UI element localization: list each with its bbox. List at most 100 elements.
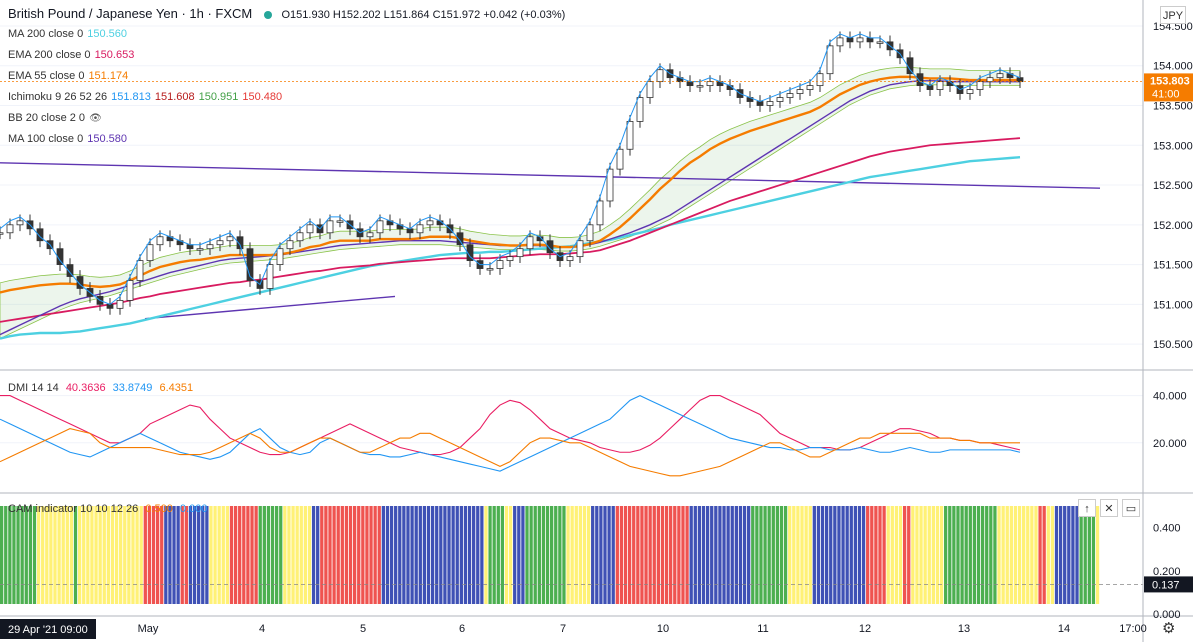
cam-bar — [1095, 506, 1100, 604]
legend-label: BB 20 close 2 0 — [8, 112, 86, 124]
cam-bar — [779, 506, 784, 604]
cam-bar — [718, 506, 722, 604]
settings-gear-icon[interactable]: ⚙ — [1162, 620, 1176, 637]
market-status-dot — [263, 10, 272, 19]
cam-bar — [250, 506, 254, 604]
legend-row-4[interactable]: BB 20 close 2 0 👁 — [8, 111, 106, 126]
legend-row-1[interactable]: EMA 200 close 0 150.653 — [8, 48, 138, 62]
move-pane-up-button[interactable]: ↑ — [1078, 499, 1096, 517]
cam-bar — [435, 506, 439, 604]
legend-value: 150.480 — [242, 91, 283, 103]
candle-body — [496, 260, 504, 269]
cam-bar — [57, 506, 61, 604]
cam-value-1: 0.000 — [179, 503, 208, 515]
cam-bar — [586, 506, 591, 604]
candle-body — [246, 248, 254, 281]
hidden-eye-icon[interactable]: 👁 — [89, 113, 102, 124]
cam-pane-bars: 0.137 — [0, 506, 1193, 604]
cam-bar — [439, 506, 443, 604]
cam-bar — [1017, 506, 1022, 604]
candle-body — [776, 97, 784, 102]
cam-bar — [566, 506, 570, 604]
legend-row-2[interactable]: EMA 55 close 0 151.174 — [8, 69, 132, 83]
cam-bar — [65, 506, 69, 604]
cam-bar — [1005, 506, 1009, 604]
cam-bar — [816, 506, 821, 604]
cam-bar — [184, 506, 188, 604]
legend-row-5[interactable]: MA 100 close 0 150.580 — [8, 132, 131, 146]
ohlc-values: O151.930 H152.202 L151.864 C151.972 +0.0… — [281, 9, 566, 21]
cam-bar — [915, 506, 919, 604]
cam-bar — [361, 506, 365, 604]
cam-bar — [283, 506, 287, 604]
price-tick-label: 152.000 — [1153, 220, 1193, 232]
cam-bar — [726, 506, 730, 604]
candle-body — [566, 256, 574, 262]
cam-bar — [275, 506, 279, 604]
cam-bar — [521, 506, 525, 604]
cam-bar — [775, 506, 780, 604]
cam-bar — [213, 506, 217, 604]
cam-bar — [767, 506, 771, 604]
cam-bar — [960, 506, 964, 604]
cam-bar — [86, 506, 90, 604]
cam-bar — [1013, 506, 1018, 604]
dmi-pane-grid — [0, 395, 1143, 444]
candle-body — [236, 236, 244, 250]
cam-bar — [36, 506, 41, 604]
cam-bar — [525, 506, 529, 604]
time-tick-label: 10 — [657, 623, 669, 635]
cam-bar — [155, 506, 160, 604]
cam-bar — [381, 506, 385, 604]
currency-badge[interactable]: JPY — [1160, 6, 1186, 24]
cam-bar — [833, 506, 837, 604]
cam-bar — [77, 506, 82, 604]
cam-bar — [394, 506, 398, 604]
cam-bar — [853, 506, 858, 604]
cam-bar — [607, 506, 611, 604]
cam-bar — [1071, 506, 1075, 604]
candle-body — [226, 236, 234, 242]
cam-bar — [73, 506, 78, 604]
symbol-title: British Pound / Japanese Yen · 1h · FXCM — [8, 6, 253, 21]
price-tick-label: 153.000 — [1153, 140, 1193, 152]
time-cursor-badge — [0, 619, 96, 639]
maximize-pane-button[interactable]: ▭ — [1122, 499, 1140, 517]
cam-bar — [369, 506, 373, 604]
cam-bar — [886, 506, 890, 604]
legend-value: 150.951 — [198, 91, 239, 103]
candle-body — [266, 264, 274, 289]
cam-bar — [648, 506, 652, 604]
cam-bar — [968, 506, 972, 604]
cam-bar — [878, 506, 882, 604]
legend-value: 150.653 — [94, 49, 135, 61]
cam-bar — [857, 506, 862, 604]
legend-label: EMA 55 close 0 — [8, 70, 85, 82]
candle-body — [426, 220, 434, 226]
close-pane-button[interactable]: ✕ — [1100, 499, 1118, 517]
candle-body — [976, 81, 984, 90]
cam-bar — [110, 506, 115, 604]
tenkan-line — [0, 33, 1021, 305]
cam-bar — [1042, 506, 1046, 604]
dmi-value-minus: 6.4351 — [159, 382, 194, 394]
cam-current-badge — [1144, 576, 1193, 593]
legend-row-0[interactable]: MA 200 close 0 150.560 — [8, 27, 131, 41]
candle-body — [546, 240, 554, 254]
time-tick-label: 5 — [360, 623, 366, 635]
cam-bar — [201, 506, 205, 604]
cam-bar — [997, 506, 1001, 604]
cam-bar — [874, 506, 878, 604]
candle-body — [816, 73, 824, 87]
candle-body — [646, 81, 654, 98]
cam-bar — [352, 506, 357, 604]
candle-body — [996, 73, 1004, 79]
dmi-pane-lines — [0, 394, 1021, 477]
legend-row-3[interactable]: Ichimoku 9 26 52 26 151.813 151.608 150.951… — [8, 90, 286, 104]
cam-bar — [837, 506, 841, 604]
cam-bar — [0, 506, 4, 604]
cam-bar — [751, 506, 755, 604]
cam-bar — [894, 506, 899, 604]
candle-body — [116, 299, 124, 309]
